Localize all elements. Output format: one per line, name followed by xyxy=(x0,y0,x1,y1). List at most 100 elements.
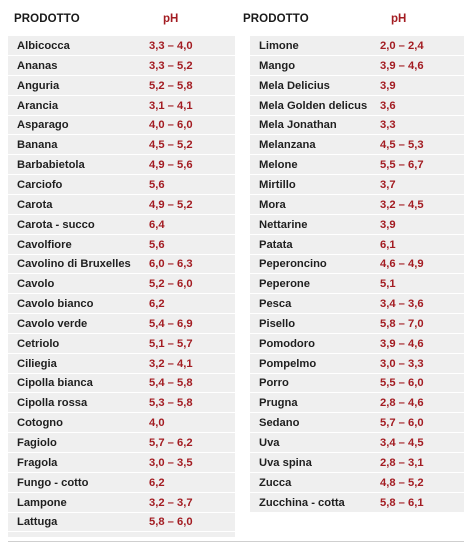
product-name: Cipolla rossa xyxy=(17,397,88,410)
table-row: Ananas 3,3 – 5,2 xyxy=(8,56,235,76)
product-name: Banana xyxy=(17,139,58,152)
table-row: Barbabietola 4,9 – 5,6 xyxy=(8,155,235,176)
product-name: Pompelmo xyxy=(259,357,317,370)
table-row: Cavolo 5,2 – 6,0 xyxy=(8,274,235,295)
table-row: Prugna 2,8 – 4,6 xyxy=(250,393,464,414)
ph-value: 4,9 – 5,2 xyxy=(149,198,193,211)
table-row: Banana 4,5 – 5,2 xyxy=(8,135,235,156)
product-name: Porro xyxy=(259,377,289,390)
product-name: Carota xyxy=(17,198,53,211)
ph-value: 4,8 – 5,2 xyxy=(380,476,424,489)
ph-value: 5,4 – 6,9 xyxy=(149,317,193,330)
ph-value: 5,8 – 6,0 xyxy=(149,516,193,529)
ph-value: 3,3 – 5,2 xyxy=(149,59,193,72)
product-name: Cavolfiore xyxy=(17,238,72,251)
table-row: Mango 3,9 – 4,6 xyxy=(250,56,464,76)
product-name: Ananas xyxy=(17,59,58,72)
table-row: Uva spina 2,8 – 3,1 xyxy=(250,453,464,473)
product-name: Cavolo verde xyxy=(17,317,88,330)
product-name: Pesca xyxy=(259,298,292,311)
product-name: Pomodoro xyxy=(259,337,315,350)
ph-value: 6,1 xyxy=(380,238,396,251)
ph-value: 6,2 xyxy=(149,298,165,311)
product-name: Nettarine xyxy=(259,218,308,231)
product-name: Fungo - cotto xyxy=(17,476,89,489)
table-row: Ciliegia 3,2 – 4,1 xyxy=(8,354,235,374)
left-header: PRODOTTO pH xyxy=(14,11,235,27)
ph-value: 3,3 – 4,0 xyxy=(149,40,193,52)
product-name: Prugna xyxy=(259,397,298,410)
ph-value: 2,8 – 3,1 xyxy=(380,456,424,469)
ph-value: 3,1 – 4,1 xyxy=(149,99,193,112)
ph-value: 3,0 – 3,5 xyxy=(149,456,193,469)
left-product-header: PRODOTTO xyxy=(14,13,80,25)
product-name: Anguria xyxy=(17,79,60,92)
ph-value: 2,8 – 4,6 xyxy=(380,397,424,410)
table-row: Albicocca 3,3 – 4,0 xyxy=(8,36,235,56)
table-row: Sedano 5,7 – 6,0 xyxy=(250,413,464,434)
ph-value: 6,4 xyxy=(149,218,165,231)
table-row: Fragola 3,0 – 3,5 xyxy=(8,453,235,473)
product-name: Mora xyxy=(259,198,286,211)
table-row: Mora 3,2 – 4,5 xyxy=(250,195,464,215)
ph-value: 5,6 xyxy=(149,178,165,191)
product-name: Cavolo xyxy=(17,278,55,291)
product-name: Zucchina - cotta xyxy=(259,496,345,509)
table-row: Cipolla bianca 5,4 – 5,8 xyxy=(8,373,235,394)
table-row: Carciofo 5,6 xyxy=(8,175,235,195)
table-row: Mela Golden delicus 3,6 xyxy=(250,96,464,116)
ph-value: 4,6 – 4,9 xyxy=(380,258,424,271)
product-name: Cavolo bianco xyxy=(17,298,94,311)
ph-value: 3,2 – 3,7 xyxy=(149,496,193,509)
ph-value: 3,9 xyxy=(380,79,396,92)
ph-value: 5,1 – 5,7 xyxy=(149,337,193,350)
right-header: PRODOTTO pH xyxy=(243,11,464,27)
product-name: Zucca xyxy=(259,476,292,489)
ph-value: 5,7 – 6,0 xyxy=(380,417,424,430)
bottom-rule xyxy=(8,541,464,542)
product-name: Limone xyxy=(259,40,299,52)
product-name: Mirtillo xyxy=(259,178,296,191)
ph-value: 3,0 – 3,3 xyxy=(380,357,424,370)
ph-value: 5,6 xyxy=(149,238,165,251)
ph-value: 5,2 – 6,0 xyxy=(149,278,193,291)
table-row: Mela Delicius 3,9 xyxy=(250,76,464,96)
table-row: Melanzana 4,5 – 5,3 xyxy=(250,135,464,156)
ph-value: 5,8 – 6,1 xyxy=(380,496,424,509)
product-name: Pisello xyxy=(259,317,296,330)
table-row: Pompelmo 3,0 – 3,3 xyxy=(250,354,464,374)
ph-value: 5,3 – 5,8 xyxy=(149,397,193,410)
ph-value: 2,0 – 2,4 xyxy=(380,40,424,52)
ph-value: 3,4 – 4,5 xyxy=(380,437,424,449)
table-row: Peperone 5,1 xyxy=(250,274,464,295)
table-row: Zucchina - cotta 5,8 – 6,1 xyxy=(250,493,464,513)
ph-value: 4,0 – 6,0 xyxy=(149,119,193,132)
table-row: Pomodoro 3,9 – 4,6 xyxy=(250,334,464,354)
product-name: Barbabietola xyxy=(17,159,85,172)
table-row: Cavolino di Bruxelles 6,0 – 6,3 xyxy=(8,254,235,275)
product-name: Patata xyxy=(259,238,293,251)
ph-value: 5,2 – 5,8 xyxy=(149,79,193,92)
product-name: Carota - succo xyxy=(17,218,95,231)
ph-value: 5,1 xyxy=(380,278,396,291)
table-row: Zucca 4,8 – 5,2 xyxy=(250,473,464,493)
table-row: Arancia 3,1 – 4,1 xyxy=(8,96,235,116)
product-name: Cavolino di Bruxelles xyxy=(17,258,131,271)
product-name: Fagiolo xyxy=(17,437,57,449)
table-row: Limone 2,0 – 2,4 xyxy=(250,36,464,56)
ph-value: 5,4 – 5,8 xyxy=(149,377,193,390)
ph-value: 3,2 – 4,5 xyxy=(380,198,424,211)
ph-value: 4,5 – 5,2 xyxy=(149,139,193,152)
ph-value: 5,7 – 6,2 xyxy=(149,437,193,449)
table-row: Carota 4,9 – 5,2 xyxy=(8,195,235,215)
table-row: Cavolfiore 5,6 xyxy=(8,235,235,255)
right-table: Limone 2,0 – 2,4 Mango 3,9 – 4,6 Mela Delici… xyxy=(250,36,464,513)
product-name: Mango xyxy=(259,59,296,72)
product-name: Peperoncino xyxy=(259,258,327,271)
table-row: Mirtillo 3,7 xyxy=(250,175,464,195)
table-row: Melone 5,5 – 6,7 xyxy=(250,155,464,176)
ph-value: 3,7 xyxy=(380,178,396,191)
ph-value: 6,0 – 6,3 xyxy=(149,258,193,271)
product-name: Mela Delicius xyxy=(259,79,330,92)
